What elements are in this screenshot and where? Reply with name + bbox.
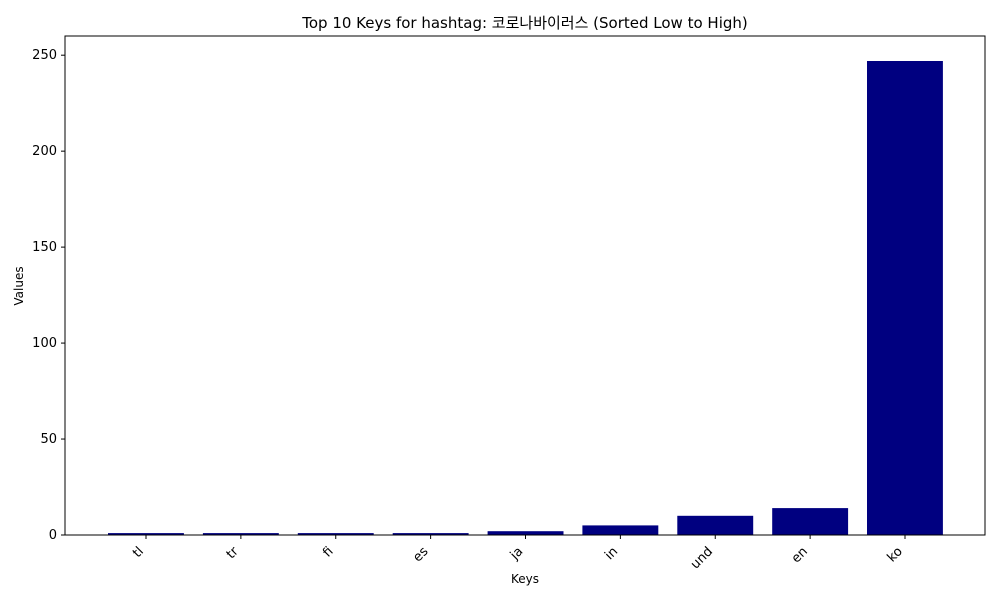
x-tick-label-tl: tl xyxy=(130,544,147,561)
x-axis: tl tr fi es ja in und en ko xyxy=(130,535,906,572)
y-axis: 0 50 100 150 200 250 xyxy=(32,48,65,543)
y-tick-label-150: 150 xyxy=(32,240,57,255)
plot-frame xyxy=(64,35,986,536)
x-tick-label-fi: fi xyxy=(320,544,336,560)
y-tick-label-100: 100 xyxy=(32,336,57,351)
y-tick-label-250: 250 xyxy=(32,48,57,63)
bar-tr xyxy=(202,533,279,535)
bar-in xyxy=(582,525,659,535)
chart-title: Top 10 Keys for hashtag: 코로나바이러스 (Sorted… xyxy=(301,14,748,32)
x-tick-label-und: und xyxy=(688,544,716,572)
y-tick-label-200: 200 xyxy=(32,144,57,159)
x-tick-label-ja: ja xyxy=(507,544,527,564)
bar-ja xyxy=(487,531,564,535)
bar-fi xyxy=(297,533,374,535)
bar-es xyxy=(392,533,469,535)
y-tick-label-0: 0 xyxy=(49,528,57,543)
x-tick-label-tr: tr xyxy=(224,544,242,562)
bar-und xyxy=(677,515,754,535)
bar-ko xyxy=(867,61,943,535)
x-tick-label-ko: ko xyxy=(885,544,906,565)
x-tick-label-es: es xyxy=(410,544,431,565)
x-tick-label-en: en xyxy=(789,544,811,566)
x-tick-label-in: in xyxy=(602,544,621,563)
bar-en xyxy=(772,508,849,535)
bar-tl xyxy=(108,533,184,535)
y-axis-label: Values xyxy=(12,266,26,305)
y-tick-label-50: 50 xyxy=(40,432,57,447)
bars-group xyxy=(108,61,943,535)
x-axis-label: Keys xyxy=(511,572,539,586)
